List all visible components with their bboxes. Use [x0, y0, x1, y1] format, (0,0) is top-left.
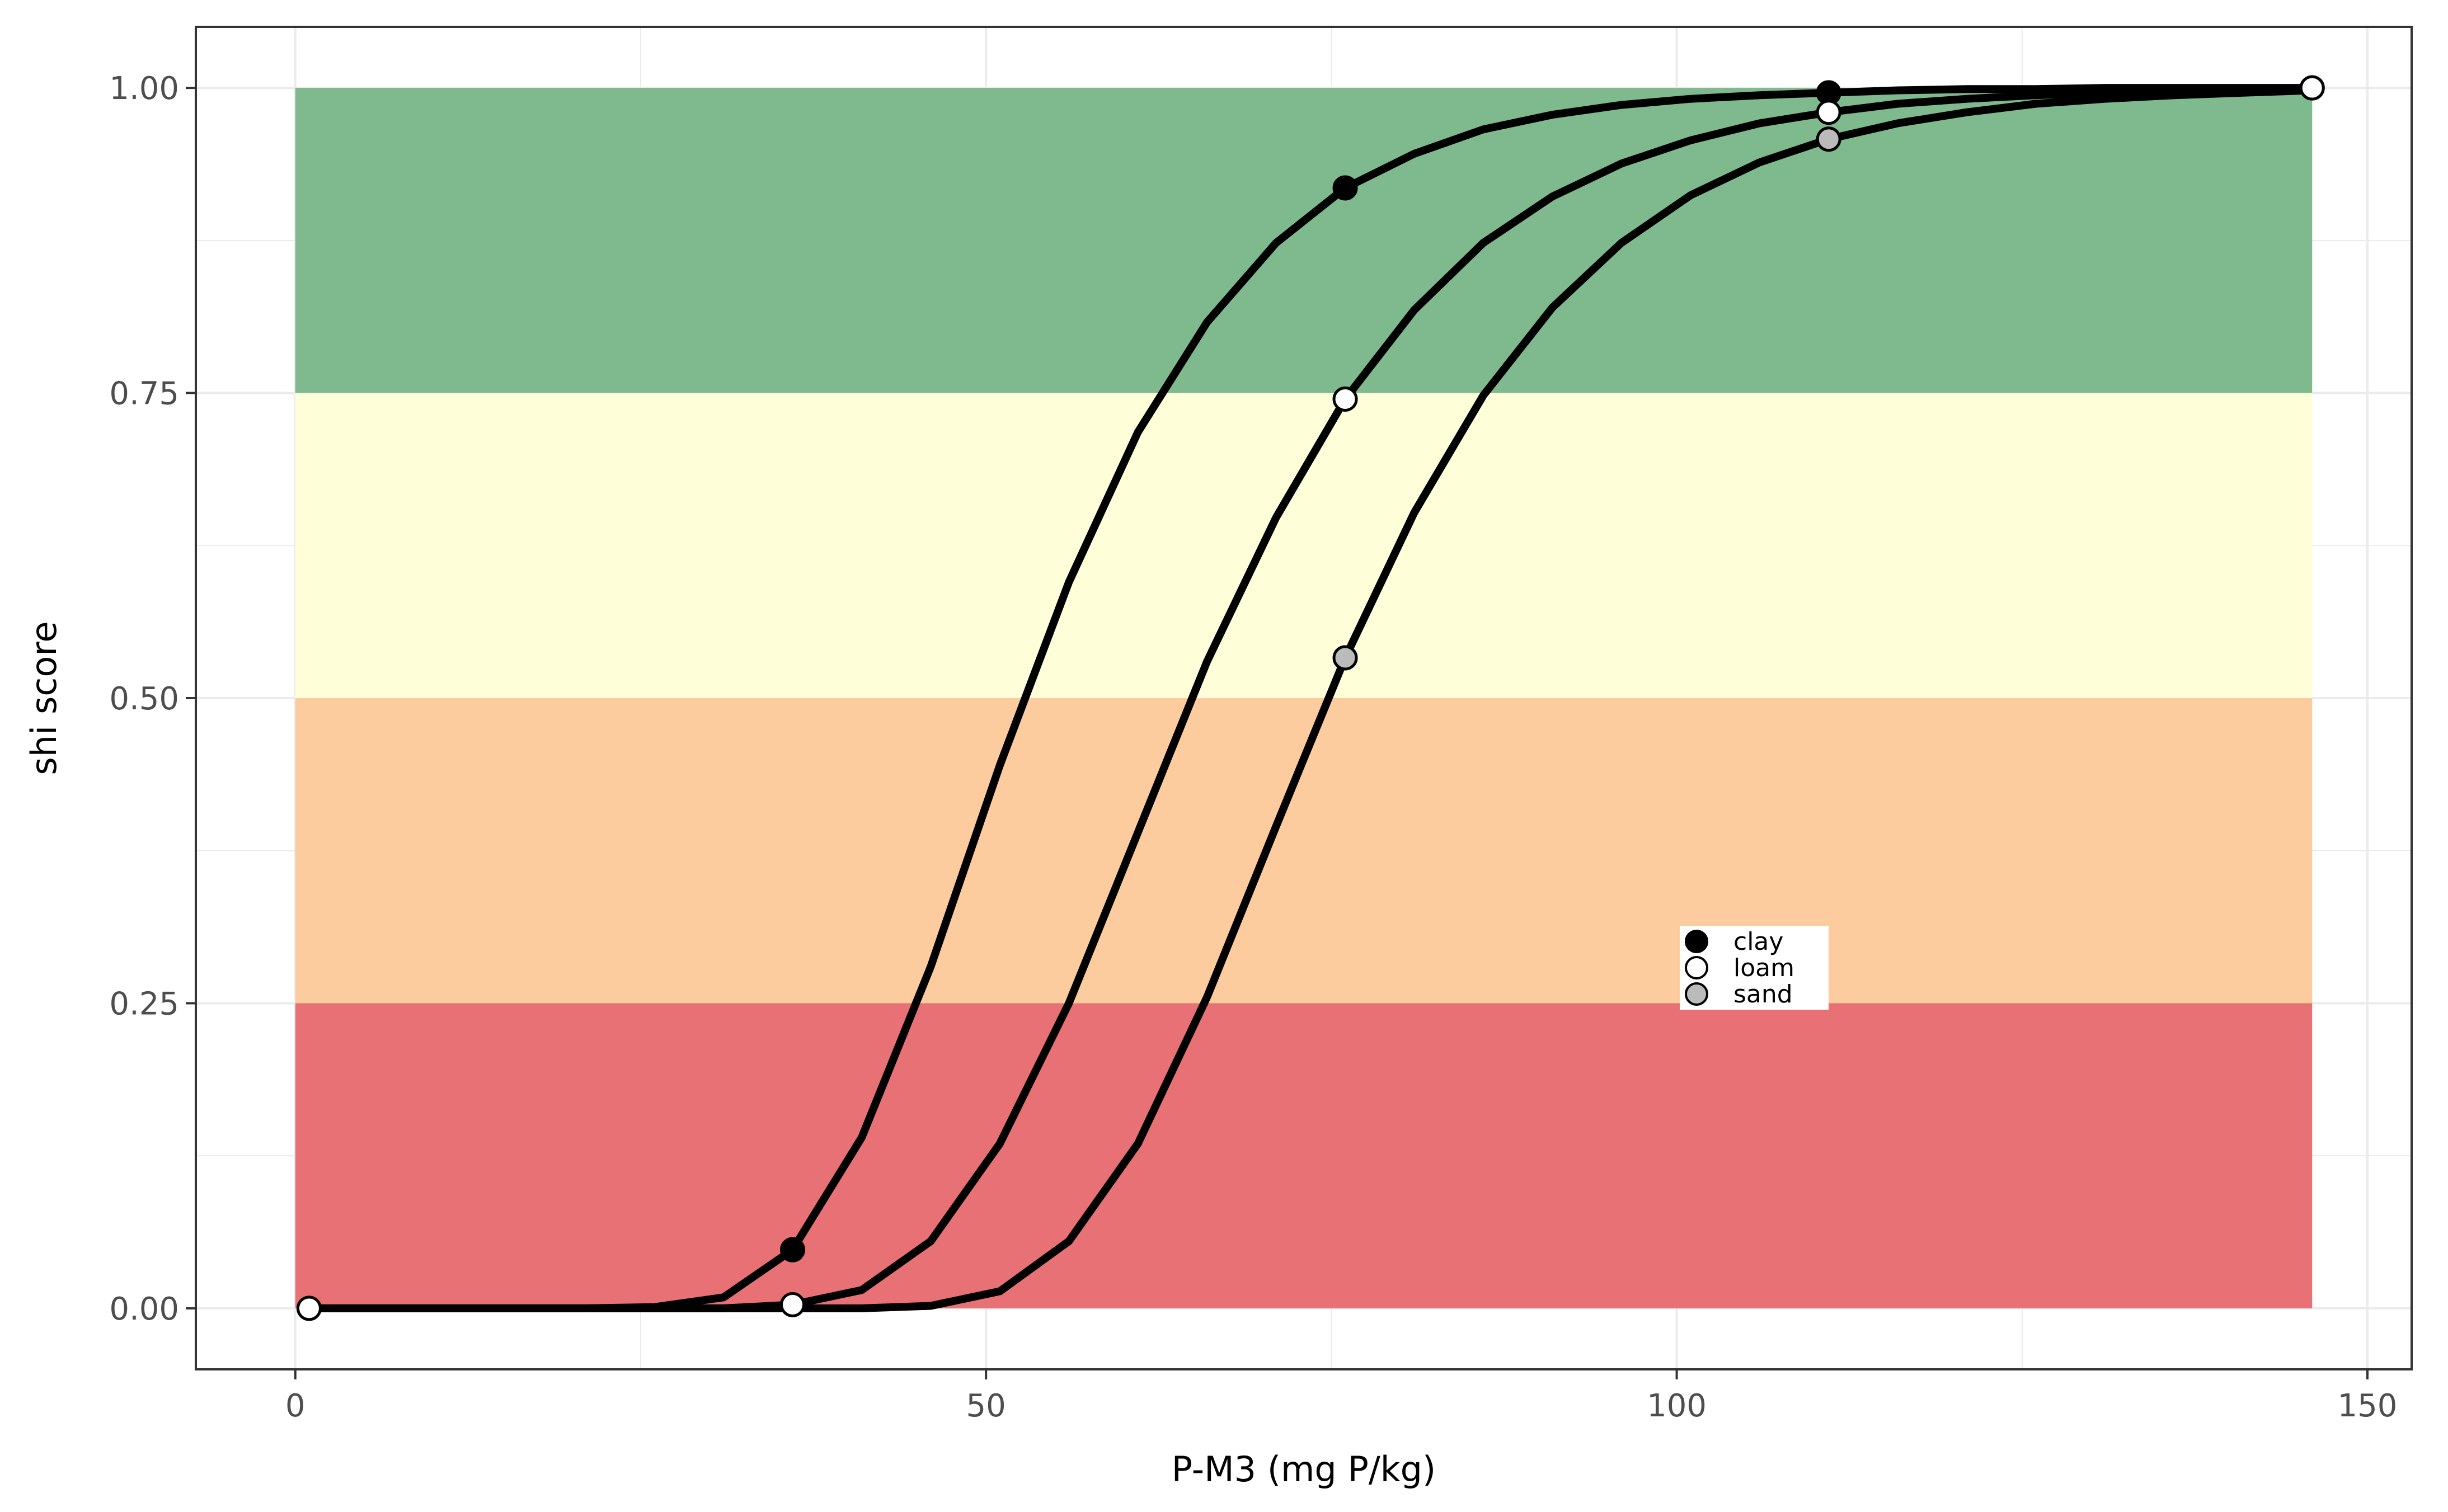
- data-point-loam: [780, 1292, 806, 1317]
- y-tick-label: 0.75: [109, 376, 179, 412]
- data-point-sand: [1816, 126, 1841, 152]
- y-axis: 0.00 0.25 0.50 0.75 1.00: [109, 70, 196, 1327]
- data-point-clay: [780, 1237, 806, 1263]
- y-tick-label: 1.00: [109, 70, 179, 107]
- y-tick-label: 0.00: [109, 1291, 179, 1327]
- x-tick-label: 100: [1647, 1388, 1707, 1424]
- legend-key-sand: [1685, 982, 1708, 1006]
- legend-label-clay: clay: [1733, 927, 1783, 956]
- data-point-loam: [2299, 75, 2325, 101]
- score-band: [295, 698, 2313, 1004]
- series-lines: [305, 84, 2317, 1312]
- y-tick-label: 0.50: [109, 681, 179, 717]
- score-band: [295, 393, 2313, 698]
- legend-label-loam: loam: [1733, 954, 1794, 982]
- y-tick-label: 0.25: [109, 986, 179, 1022]
- data-point-loam: [1816, 100, 1841, 125]
- x-tick-label: 0: [285, 1388, 306, 1424]
- legend-key-loam: [1685, 956, 1708, 979]
- series-line-sand: [305, 86, 2317, 1312]
- x-tick-label: 150: [2338, 1388, 2398, 1424]
- data-point-loam: [296, 1296, 322, 1321]
- data-point-clay: [1332, 175, 1358, 201]
- y-axis-title: shi score: [24, 621, 64, 775]
- score-band: [295, 88, 2313, 393]
- score-band: [295, 1003, 2313, 1308]
- data-point-loam: [1332, 386, 1358, 412]
- score-bands: [295, 88, 2313, 1308]
- data-point-sand: [1332, 645, 1358, 671]
- x-axis-title: P-M3 (mg P/kg): [1172, 1449, 1436, 1490]
- x-axis: 0 50 100 150: [285, 1369, 2398, 1424]
- series-points: [296, 75, 2325, 1321]
- legend-key-clay: [1685, 930, 1708, 953]
- legend-label-sand: sand: [1733, 980, 1793, 1009]
- x-tick-label: 50: [966, 1388, 1006, 1424]
